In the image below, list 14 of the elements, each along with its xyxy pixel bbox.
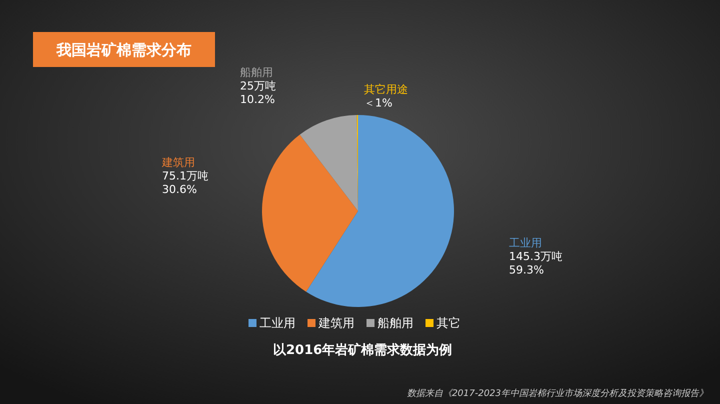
text: 数据来自《2017-2023年中国岩棉行业市场深度分析及投资策略咨询报告》 <box>406 388 708 399</box>
legend-label: 建筑用 <box>318 316 354 330</box>
legend-label: 其它 <box>436 316 460 330</box>
chart-title: 我国岩矿棉需求分布 <box>56 41 192 59</box>
legend-label: 船舶用 <box>378 316 414 330</box>
pie-slice <box>306 115 454 307</box>
text: 以2016年岩矿棉需求数据为例 <box>273 342 452 358</box>
pie-slice <box>262 134 358 292</box>
data-label: 船舶用25万吨10.2% <box>240 66 276 106</box>
data-label: 建筑用75.1万吨30.6% <box>161 156 208 196</box>
data-label: 工业用145.3万吨59.3% <box>509 236 562 276</box>
pie-slice <box>300 115 358 211</box>
data-label: 其它用途＜1% <box>364 83 408 110</box>
legend-label: 工业用 <box>260 316 296 330</box>
